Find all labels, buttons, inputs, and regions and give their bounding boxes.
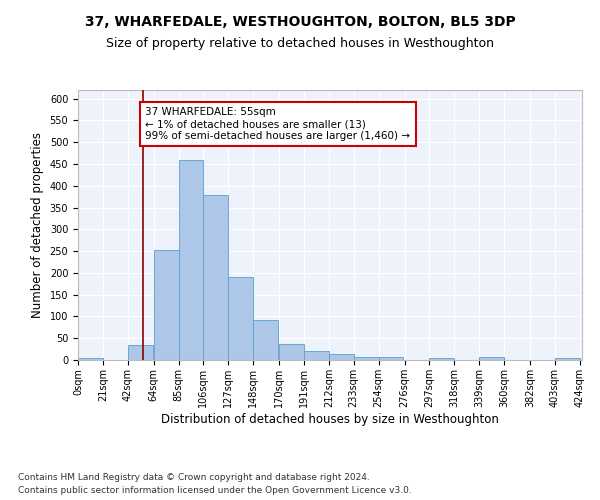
Bar bbox=[479, 358, 504, 360]
Bar bbox=[329, 354, 353, 360]
Bar bbox=[379, 357, 403, 360]
Bar bbox=[203, 194, 228, 360]
Bar bbox=[555, 358, 580, 360]
Text: Contains HM Land Registry data © Crown copyright and database right 2024.: Contains HM Land Registry data © Crown c… bbox=[18, 472, 370, 482]
Bar bbox=[78, 358, 103, 360]
Bar bbox=[304, 352, 329, 360]
Bar bbox=[253, 320, 278, 360]
Text: 37, WHARFEDALE, WESTHOUGHTON, BOLTON, BL5 3DP: 37, WHARFEDALE, WESTHOUGHTON, BOLTON, BL… bbox=[85, 15, 515, 29]
Text: Contains public sector information licensed under the Open Government Licence v3: Contains public sector information licen… bbox=[18, 486, 412, 495]
Bar bbox=[353, 357, 379, 360]
Bar bbox=[430, 358, 454, 360]
Bar bbox=[128, 345, 152, 360]
Bar bbox=[228, 278, 253, 360]
Text: 37 WHARFEDALE: 55sqm
← 1% of detached houses are smaller (13)
99% of semi-detach: 37 WHARFEDALE: 55sqm ← 1% of detached ho… bbox=[145, 108, 410, 140]
X-axis label: Distribution of detached houses by size in Westhoughton: Distribution of detached houses by size … bbox=[161, 412, 499, 426]
Text: Size of property relative to detached houses in Westhoughton: Size of property relative to detached ho… bbox=[106, 38, 494, 51]
Y-axis label: Number of detached properties: Number of detached properties bbox=[31, 132, 44, 318]
Bar bbox=[154, 250, 179, 360]
Bar bbox=[279, 344, 304, 360]
Bar bbox=[179, 160, 203, 360]
